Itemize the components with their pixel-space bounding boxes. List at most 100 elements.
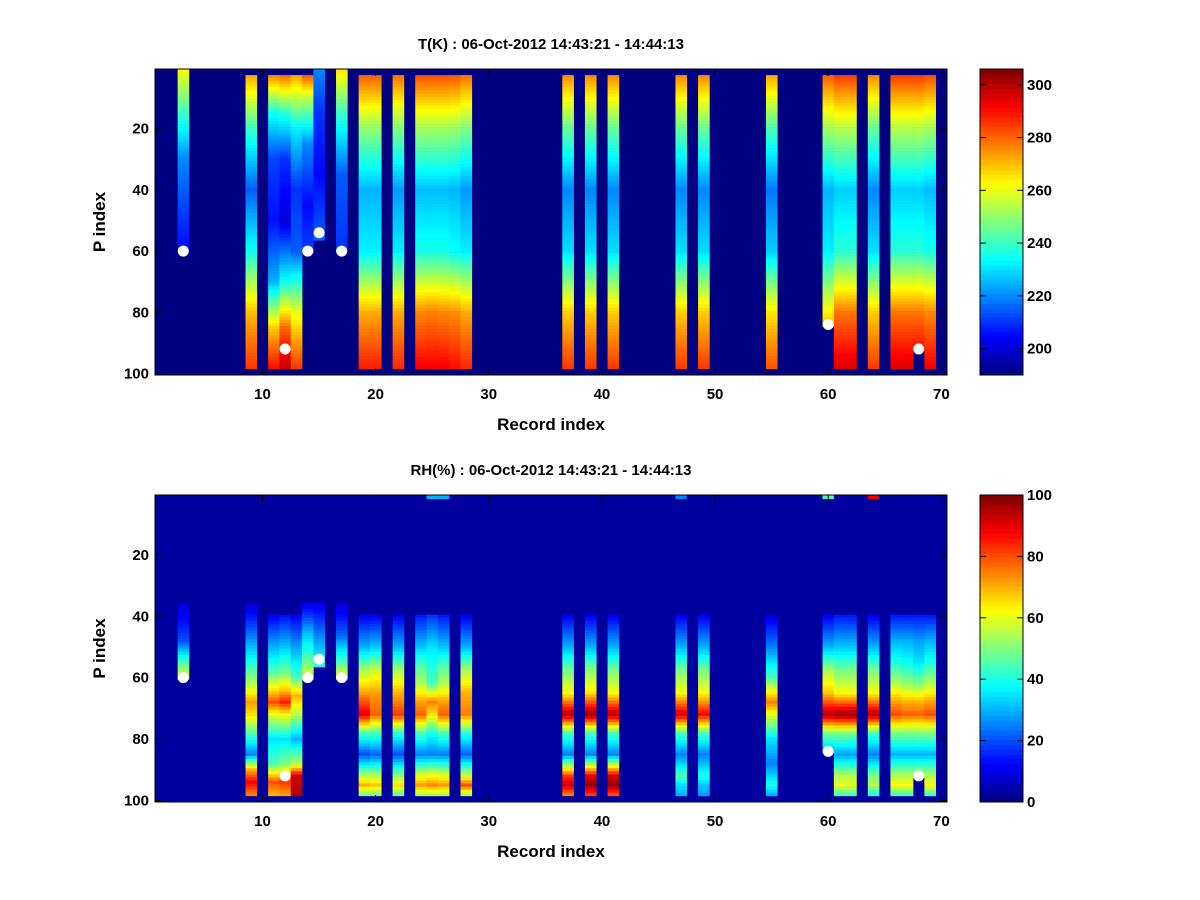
heatmap-cell xyxy=(901,173,914,177)
heatmap-cell xyxy=(845,151,857,155)
heatmap-cell xyxy=(460,344,473,348)
heatmap-cell xyxy=(268,654,280,659)
heatmap-cell xyxy=(675,734,688,738)
heatmap-cell xyxy=(449,298,461,302)
heatmap-cell xyxy=(607,280,620,284)
heatmap-cell xyxy=(302,127,314,131)
heatmap-cell xyxy=(698,255,710,260)
heatmap-column xyxy=(313,69,326,241)
heatmap-cell xyxy=(901,614,914,619)
heatmap-cell xyxy=(279,176,292,180)
heatmap-cell xyxy=(290,344,303,348)
heatmap-cell xyxy=(437,264,450,269)
heatmap-cell xyxy=(675,731,688,735)
heatmap-cell xyxy=(302,124,314,128)
heatmap-cell xyxy=(245,133,258,137)
heatmap-cell xyxy=(279,270,292,275)
heatmap-cell xyxy=(890,706,903,711)
heatmap-cell xyxy=(833,81,846,85)
heatmap-cell xyxy=(562,206,574,211)
heatmap-cell xyxy=(901,728,914,732)
heatmap-cell xyxy=(607,84,620,88)
heatmap-cell xyxy=(890,777,903,781)
heatmap-cell xyxy=(913,338,925,342)
heatmap-cell xyxy=(765,130,778,134)
heatmap-cell xyxy=(607,142,620,146)
heatmap-cell xyxy=(290,81,303,85)
heatmap-cell xyxy=(913,130,925,134)
heatmap-cell xyxy=(437,280,450,284)
heatmap-cell xyxy=(369,81,382,85)
heatmap-cell xyxy=(245,746,258,751)
heatmap-cell xyxy=(449,96,461,100)
heatmap-cell xyxy=(698,105,710,110)
heatmap-cell xyxy=(584,688,597,692)
heatmap-cell xyxy=(177,225,190,229)
heatmap-cell xyxy=(675,280,688,284)
heatmap-cell xyxy=(392,777,405,781)
heatmap-cell xyxy=(437,657,450,662)
heatmap-cell xyxy=(845,215,857,220)
heatmap-cell xyxy=(901,197,914,201)
heatmap-cell xyxy=(765,225,778,229)
heatmap-column xyxy=(369,614,382,797)
heatmap-cell xyxy=(901,99,914,103)
heatmap-cell xyxy=(867,222,880,226)
heatmap-cell xyxy=(867,102,880,107)
heatmap-cell xyxy=(845,617,857,622)
heatmap-cell xyxy=(437,292,450,296)
heatmap-cell xyxy=(890,237,903,241)
heatmap-cell xyxy=(867,264,880,269)
heatmap-cell xyxy=(268,362,280,367)
heatmap-cell xyxy=(415,617,427,622)
heatmap-cell xyxy=(584,765,597,769)
heatmap-cell xyxy=(607,243,620,247)
heatmap-cell xyxy=(392,114,405,119)
heatmap-cell xyxy=(426,274,439,278)
heatmap-cell xyxy=(607,749,620,754)
heatmap-cell xyxy=(924,289,936,293)
heatmap-cell xyxy=(890,151,903,155)
heatmap-cell xyxy=(245,359,258,364)
heatmap-cell xyxy=(369,771,382,775)
heatmap-cell xyxy=(833,87,846,91)
heatmap-cell xyxy=(765,102,778,107)
heatmap-cell xyxy=(313,163,326,168)
heatmap-cell xyxy=(437,688,450,692)
heatmap-cell xyxy=(460,295,473,299)
heatmap-cell xyxy=(924,636,936,640)
heatmap-cell xyxy=(460,322,473,327)
heatmap-cell xyxy=(562,176,574,180)
heatmap-cell xyxy=(698,166,710,171)
heatmap-cell xyxy=(890,786,903,791)
heatmap-cell xyxy=(369,307,382,312)
heatmap-cell xyxy=(279,108,292,113)
colorbar-segment xyxy=(980,222,1023,228)
heatmap-cell xyxy=(901,673,914,677)
heatmap-cell xyxy=(358,255,371,260)
heatmap-cell xyxy=(833,292,846,296)
heatmap-cell xyxy=(268,289,280,293)
heatmap-cell xyxy=(177,645,190,649)
heatmap-cell xyxy=(279,694,292,698)
heatmap-cell xyxy=(290,191,303,195)
heatmap-cell xyxy=(290,712,303,717)
heatmap-cell xyxy=(675,139,688,143)
heatmap-cell xyxy=(268,344,280,348)
heatmap-cell xyxy=(562,633,574,637)
heatmap-cell xyxy=(675,298,688,302)
heatmap-cell xyxy=(607,292,620,296)
heatmap-cell xyxy=(437,755,450,760)
heatmap-cell xyxy=(245,246,258,250)
heatmap-cell xyxy=(607,194,620,198)
heatmap-cell xyxy=(437,691,450,695)
heatmap-cell xyxy=(392,765,405,769)
heatmap-cell xyxy=(392,188,405,192)
heatmap-cell xyxy=(290,688,303,692)
heatmap-cell xyxy=(415,639,427,643)
heatmap-cell xyxy=(890,283,903,287)
heatmap-cell xyxy=(607,310,620,315)
heatmap-cell xyxy=(279,197,292,201)
heatmap-cell xyxy=(268,179,280,183)
heatmap-cell xyxy=(415,163,427,168)
